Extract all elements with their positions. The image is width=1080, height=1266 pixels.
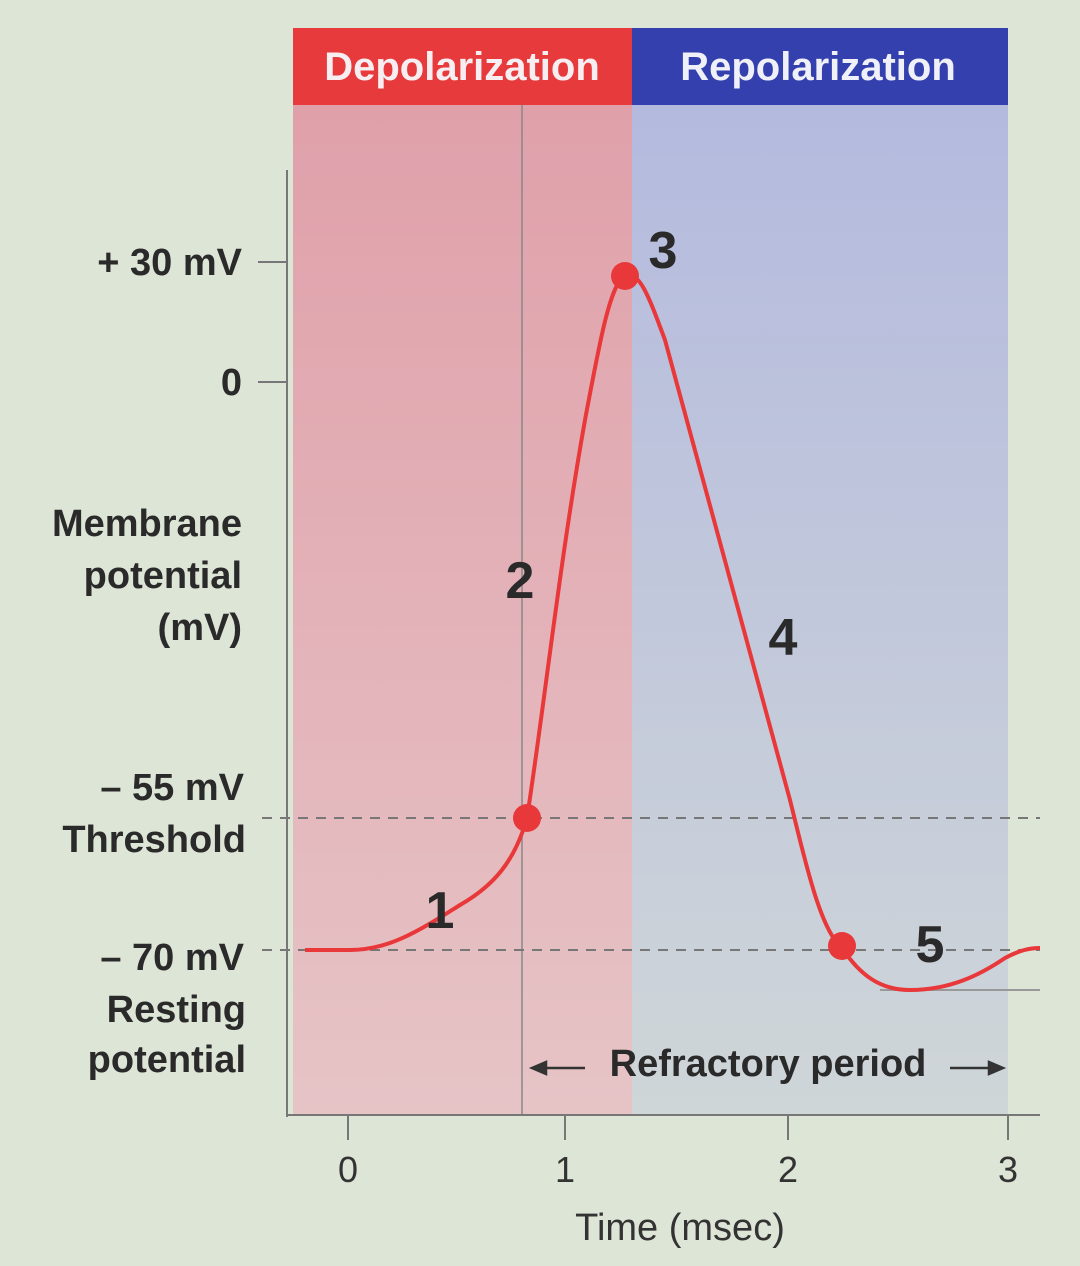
phase-label: 2: [506, 552, 535, 610]
phase-label: 3: [649, 222, 678, 280]
peak-point: [611, 262, 639, 290]
axes: [258, 105, 1040, 1140]
header-left: Depolarization: [324, 45, 600, 89]
x-tick-label: 2: [778, 1149, 798, 1190]
refractory-label: Refractory period: [610, 1043, 927, 1085]
refractory-arrows: [528, 1060, 1007, 1076]
arrowhead: [528, 1060, 548, 1076]
y-label: + 30 mV: [97, 242, 242, 284]
resting-label: Resting: [107, 989, 246, 1031]
depolarization-region: [293, 105, 632, 1115]
x-tick-label: 1: [555, 1149, 575, 1190]
depolarization-header: [293, 28, 632, 105]
threshold-value: – 55 mV: [100, 767, 244, 809]
y-title: potential: [84, 555, 242, 597]
resting-label: potential: [88, 1039, 246, 1081]
phase-label: 4: [769, 609, 798, 667]
x-tick-label: 3: [998, 1149, 1018, 1190]
phase-label: 1: [426, 882, 455, 940]
y-title: Membrane: [52, 503, 242, 545]
resting-value: – 70 mV: [100, 937, 244, 979]
arrowhead: [987, 1060, 1007, 1076]
y-title: (mV): [158, 607, 242, 649]
x-tick-label: 0: [338, 1149, 358, 1190]
x-title: Time (msec): [575, 1207, 785, 1249]
repolarized-point: [828, 932, 856, 960]
threshold-label: Threshold: [62, 819, 246, 861]
threshold-point: [513, 804, 541, 832]
header-right: Repolarization: [680, 45, 956, 89]
repolarization-region: [632, 105, 1008, 1115]
phase-label: 5: [916, 916, 945, 974]
repolarization-header: [632, 28, 1008, 105]
y-label: 0: [221, 362, 242, 404]
